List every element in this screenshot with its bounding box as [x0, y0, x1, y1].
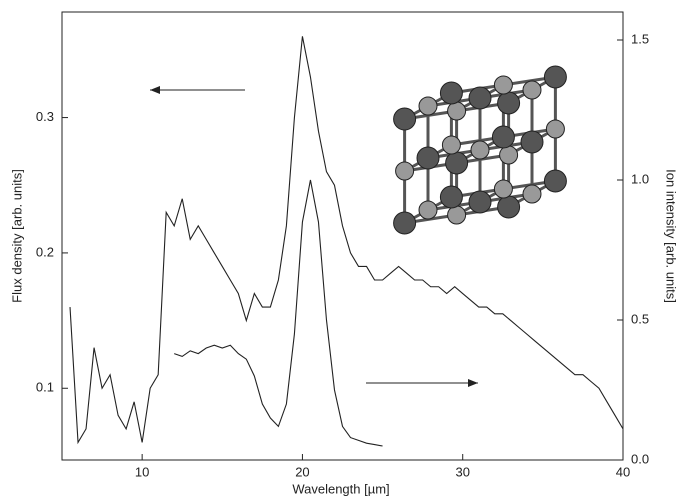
atom	[543, 169, 567, 193]
y2-tick-label: 0.0	[631, 451, 649, 466]
x-tick-label: 10	[135, 464, 149, 479]
atom	[543, 65, 567, 89]
atom	[522, 184, 542, 204]
x-tick-label: 20	[295, 464, 309, 479]
y-tick-label: 0.1	[36, 380, 54, 395]
atom	[439, 81, 463, 105]
y2-tick-label: 1.0	[631, 171, 649, 186]
atom	[493, 75, 513, 95]
atom	[468, 190, 492, 214]
atom	[497, 91, 521, 115]
atom	[545, 119, 565, 139]
data-line	[174, 179, 383, 447]
y-axis-label: Flux density [arb. units]	[9, 169, 24, 303]
plot-frame	[61, 11, 624, 461]
data-line	[69, 36, 624, 445]
atom	[520, 130, 544, 154]
y2-tick-label: 0.5	[631, 311, 649, 326]
atom	[468, 86, 492, 110]
x-tick-label: 30	[455, 464, 469, 479]
atom	[491, 125, 515, 149]
atom	[447, 205, 467, 225]
atom	[522, 80, 542, 100]
atom	[441, 135, 461, 155]
cluster-inset	[393, 65, 567, 235]
atom	[416, 146, 440, 170]
atom	[493, 179, 513, 199]
atom	[393, 107, 417, 131]
x-tick-label: 40	[616, 464, 630, 479]
left-arrow	[150, 86, 245, 94]
atom	[497, 195, 521, 219]
atom	[418, 200, 438, 220]
atom	[439, 185, 463, 209]
atom	[499, 145, 519, 165]
x-axis-label: Wavelength [µm]	[292, 481, 389, 496]
atom	[447, 101, 467, 121]
right-arrow	[366, 379, 478, 387]
atom	[445, 151, 469, 175]
atom	[395, 161, 415, 181]
atom	[418, 96, 438, 116]
y2-axis-label: Ion intensity [arb. units]	[664, 169, 679, 303]
atom	[393, 211, 417, 235]
y-tick-label: 0.2	[36, 244, 54, 259]
atom	[470, 140, 490, 160]
y2-tick-label: 1.5	[631, 31, 649, 46]
y-tick-label: 0.3	[36, 109, 54, 124]
